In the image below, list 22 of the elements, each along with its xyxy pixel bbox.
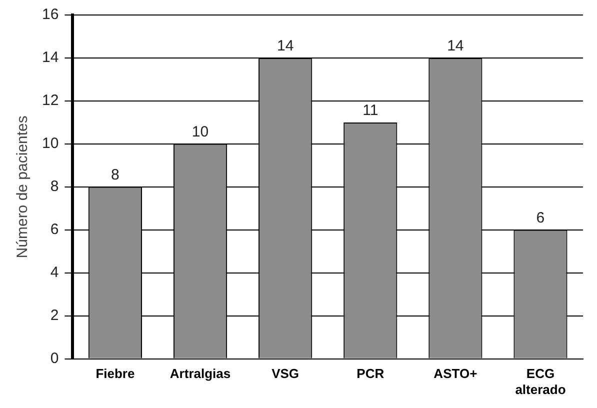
x-tick-label: PCR: [356, 366, 385, 382]
y-tick-label: 12: [42, 92, 59, 110]
y-tick-label: 16: [42, 6, 59, 24]
x-tick-label: ASTO+: [434, 366, 478, 382]
data-label: 14: [276, 38, 294, 55]
data-label: 8: [111, 166, 120, 184]
y-tick-label: 0: [50, 350, 59, 367]
y-axis-title: Número de pacientes: [14, 116, 32, 258]
x-tick-label: Fiebre: [96, 366, 135, 382]
y-tick-label: 10: [42, 135, 59, 152]
data-label: 6: [536, 210, 545, 227]
y-tick-label: 4: [50, 264, 59, 281]
y-tick-label: 6: [50, 221, 59, 238]
x-tick-label: VSG: [272, 366, 300, 382]
y-tick-label: 2: [50, 306, 59, 324]
data-label: 14: [447, 38, 464, 55]
data-label: 11: [362, 102, 378, 120]
x-tick-label: ECG alterado: [515, 366, 566, 397]
y-tick-label: 14: [42, 49, 59, 66]
data-label: 10: [192, 124, 209, 141]
y-tick-label: 8: [50, 178, 59, 196]
x-tick-label: Artralgias: [170, 366, 231, 382]
